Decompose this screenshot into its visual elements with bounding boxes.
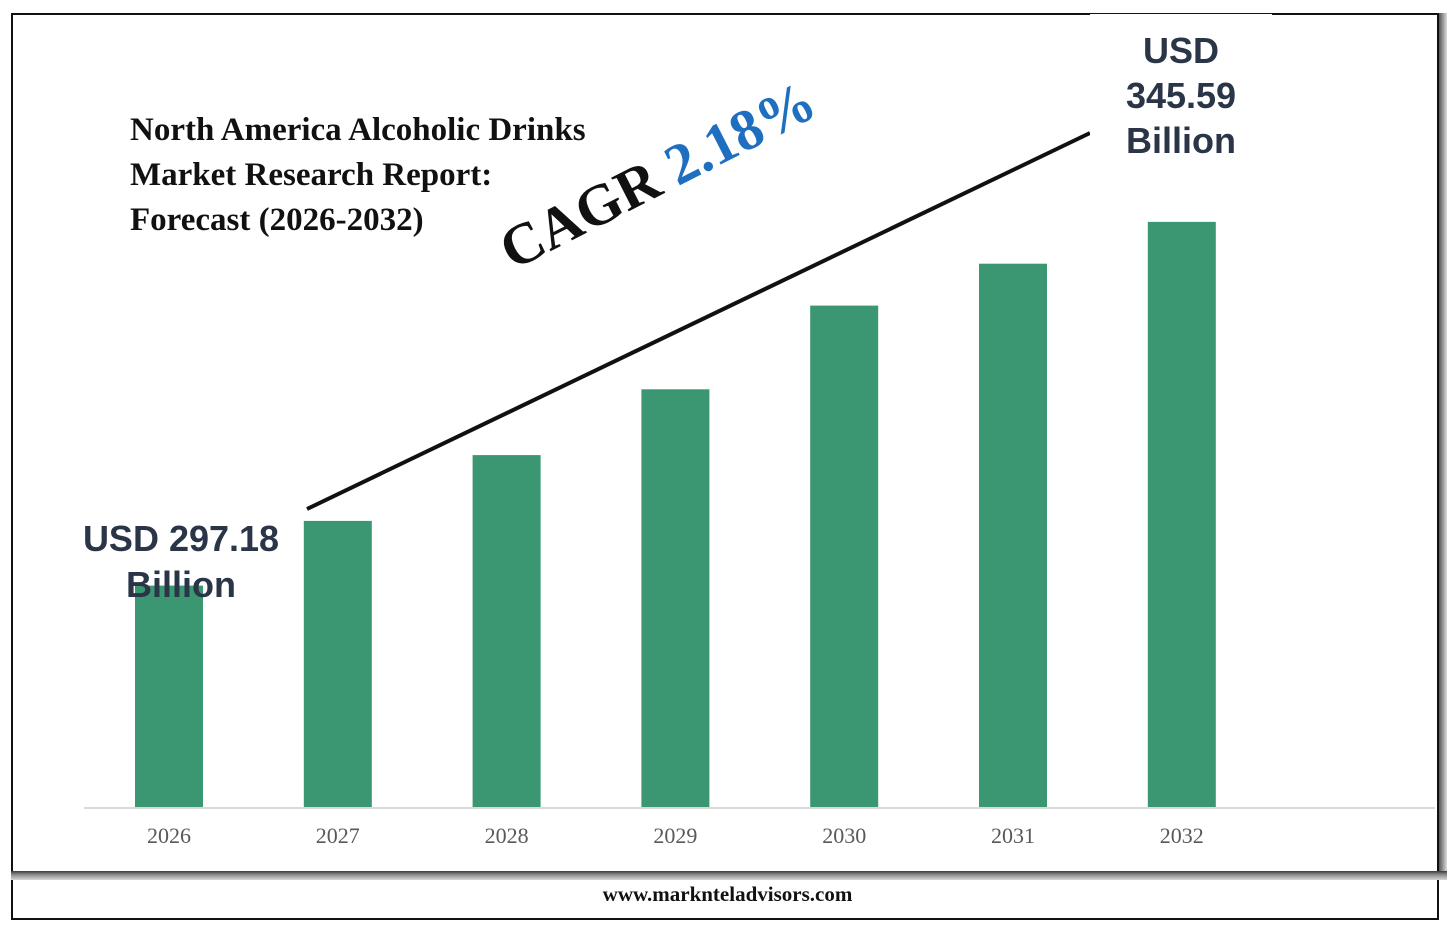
- end-value-currency: USD: [1142, 30, 1219, 71]
- bar-2032: [1147, 221, 1216, 808]
- x-tick-label-2031: 2031: [991, 823, 1035, 848]
- end-value-callout: USD 345.59 Billion: [1090, 14, 1272, 163]
- footer-website: www.marknteladvisors.com: [602, 882, 853, 906]
- bar-2029: [641, 389, 710, 808]
- bar-2027: [303, 520, 372, 808]
- end-value-amount: 345.59: [1125, 75, 1237, 116]
- chart-title: North America Alcoholic Drinks Market Re…: [130, 108, 586, 243]
- start-value-callout: USD 297.18 Billion: [70, 516, 292, 608]
- x-tick-label-2027: 2027: [316, 823, 360, 848]
- end-value-unit: Billion: [1126, 120, 1236, 161]
- bar-group: [135, 221, 1216, 808]
- x-tick-label-2029: 2029: [653, 823, 697, 848]
- x-tick-label-2026: 2026: [147, 823, 191, 848]
- bar-2028: [472, 455, 541, 808]
- bar-2030: [810, 305, 879, 808]
- frame-shadow-right: [1439, 13, 1447, 879]
- x-tick-label-2032: 2032: [1160, 823, 1204, 848]
- title-line-3: Forecast (2026-2032): [130, 202, 424, 238]
- title-line-1: North America Alcoholic Drinks: [130, 112, 586, 148]
- bar-2031: [979, 263, 1047, 808]
- x-tick-label-2030: 2030: [822, 823, 866, 848]
- start-value-unit: Billion: [126, 564, 236, 605]
- cagr-trend-line: [306, 131, 1091, 511]
- start-value-amount: USD 297.18: [82, 518, 280, 559]
- x-tick-label-2028: 2028: [485, 823, 529, 848]
- bar-2026: [135, 585, 203, 808]
- title-line-2: Market Research Report:: [130, 157, 493, 193]
- x-tick-labels: 2026 2027 2028 2029 2030 2031 2032: [147, 823, 1204, 848]
- footer-divider: [11, 871, 1447, 880]
